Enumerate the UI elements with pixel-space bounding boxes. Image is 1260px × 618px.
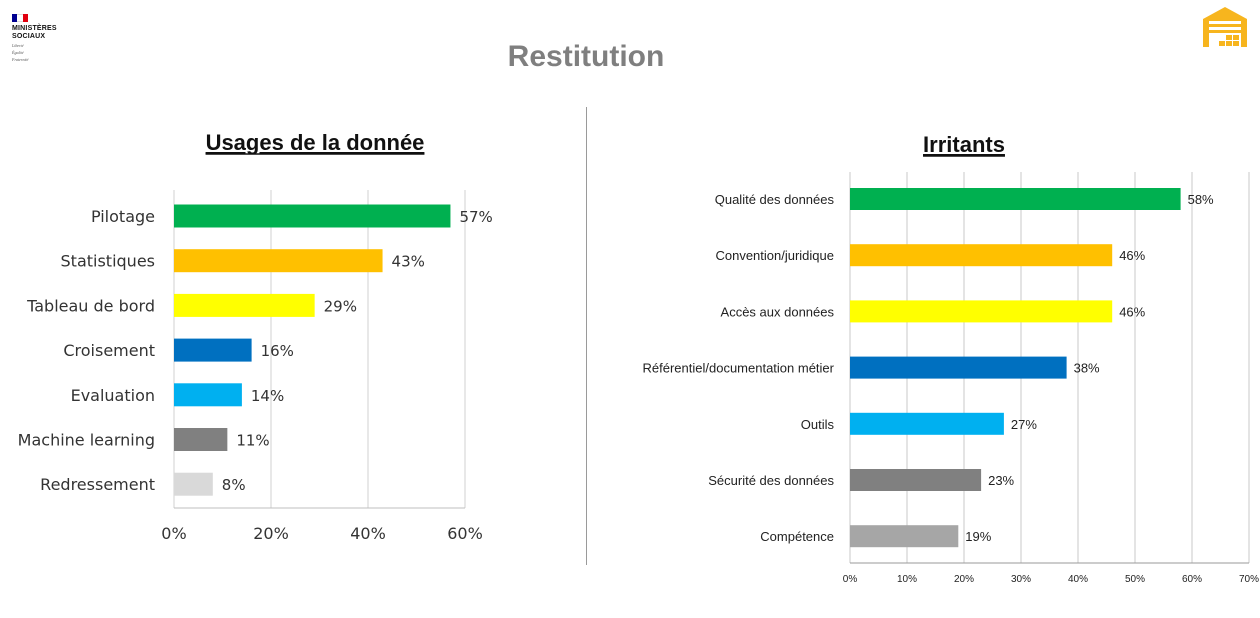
irritants-category-label: Convention/juridique bbox=[715, 248, 834, 263]
usages-bar bbox=[174, 383, 242, 407]
ministry-logo: MINISTÈRES SOCIAUX Liberté Égalité Frate… bbox=[12, 14, 92, 74]
logo-brand-line-1: MINISTÈRES bbox=[12, 25, 57, 32]
french-flag-icon bbox=[12, 14, 28, 22]
irritants-tick-label: 60% bbox=[1182, 574, 1202, 585]
irritants-tick-label: 0% bbox=[843, 574, 858, 585]
usages-category-label: Machine learning bbox=[18, 431, 155, 450]
irritants-tick-label: 20% bbox=[954, 574, 974, 585]
irritants-bar bbox=[850, 356, 1067, 379]
logo-motto-3: Fraternité bbox=[12, 57, 29, 62]
irritants-value-label: 27% bbox=[1011, 417, 1037, 432]
usages-bar bbox=[174, 428, 228, 451]
usages-chart: 0% 20% 40% 60% Pilotage 57% Statistiques 43% Tab… bbox=[18, 130, 493, 543]
irritants-title: Irritants bbox=[923, 132, 1005, 157]
usages-category-label: Statistiques bbox=[61, 252, 155, 271]
usages-category-label: Pilotage bbox=[91, 207, 155, 226]
irritants-category-label: Outils bbox=[801, 417, 835, 432]
irritants-bar bbox=[850, 525, 959, 548]
logo-motto-2: Égalité bbox=[12, 50, 24, 55]
usages-tick-label: 0% bbox=[161, 524, 186, 543]
irritants-value-label: 58% bbox=[1188, 192, 1214, 207]
usages-tick-label: 20% bbox=[253, 524, 289, 543]
irritants-tick-label: 40% bbox=[1068, 574, 1088, 585]
irritants-category-label: Référentiel/documentation métier bbox=[643, 361, 835, 376]
usages-category-label: Croisement bbox=[63, 341, 155, 360]
usages-bar bbox=[174, 472, 213, 496]
usages-value-label: 16% bbox=[261, 342, 294, 360]
usages-bar bbox=[174, 249, 383, 273]
usages-value-label: 8% bbox=[222, 476, 246, 494]
page-title: Restitution bbox=[507, 40, 665, 73]
irritants-value-label: 38% bbox=[1074, 361, 1100, 376]
usages-title: Usages de la donnée bbox=[206, 130, 425, 155]
warehouse-icon bbox=[1203, 7, 1247, 47]
usages-tick-label: 60% bbox=[447, 524, 483, 543]
usages-bar bbox=[174, 204, 451, 228]
usages-category-label: Tableau de bord bbox=[26, 296, 155, 315]
logo-motto-1: Liberté bbox=[12, 43, 24, 48]
irritants-tick-label: 10% bbox=[897, 574, 917, 585]
irritants-value-label: 19% bbox=[965, 529, 991, 544]
usages-bar bbox=[174, 338, 252, 362]
irritants-bar bbox=[850, 469, 982, 491]
irritants-bar bbox=[850, 244, 1113, 267]
usages-value-label: 14% bbox=[251, 387, 284, 405]
irritants-category-label: Qualité des données bbox=[715, 192, 835, 207]
irritants-bar bbox=[850, 188, 1181, 210]
irritants-value-label: 23% bbox=[988, 473, 1014, 488]
irritants-tick-label: 70% bbox=[1239, 574, 1259, 585]
usages-value-label: 57% bbox=[459, 208, 492, 226]
irritants-tick-label: 30% bbox=[1011, 574, 1031, 585]
irritants-category-label: Accès aux données bbox=[721, 304, 835, 319]
irritants-bar bbox=[850, 300, 1113, 323]
usages-value-label: 11% bbox=[236, 432, 269, 450]
irritants-value-label: 46% bbox=[1119, 304, 1145, 319]
irritants-bar bbox=[850, 412, 1004, 435]
usages-bar bbox=[174, 293, 315, 317]
irritants-value-label: 46% bbox=[1119, 248, 1145, 263]
irritants-category-label: Compétence bbox=[760, 529, 834, 544]
usages-value-label: 29% bbox=[324, 297, 357, 315]
usages-category-label: Redressement bbox=[40, 475, 155, 494]
irritants-category-label: Sécurité des données bbox=[708, 473, 834, 488]
usages-value-label: 43% bbox=[392, 253, 425, 271]
usages-tick-label: 40% bbox=[350, 524, 386, 543]
irritants-tick-label: 50% bbox=[1125, 574, 1145, 585]
chart-divider bbox=[586, 107, 587, 565]
usages-category-label: Evaluation bbox=[71, 386, 155, 405]
logo-brand-line-2: SOCIAUX bbox=[12, 33, 46, 40]
